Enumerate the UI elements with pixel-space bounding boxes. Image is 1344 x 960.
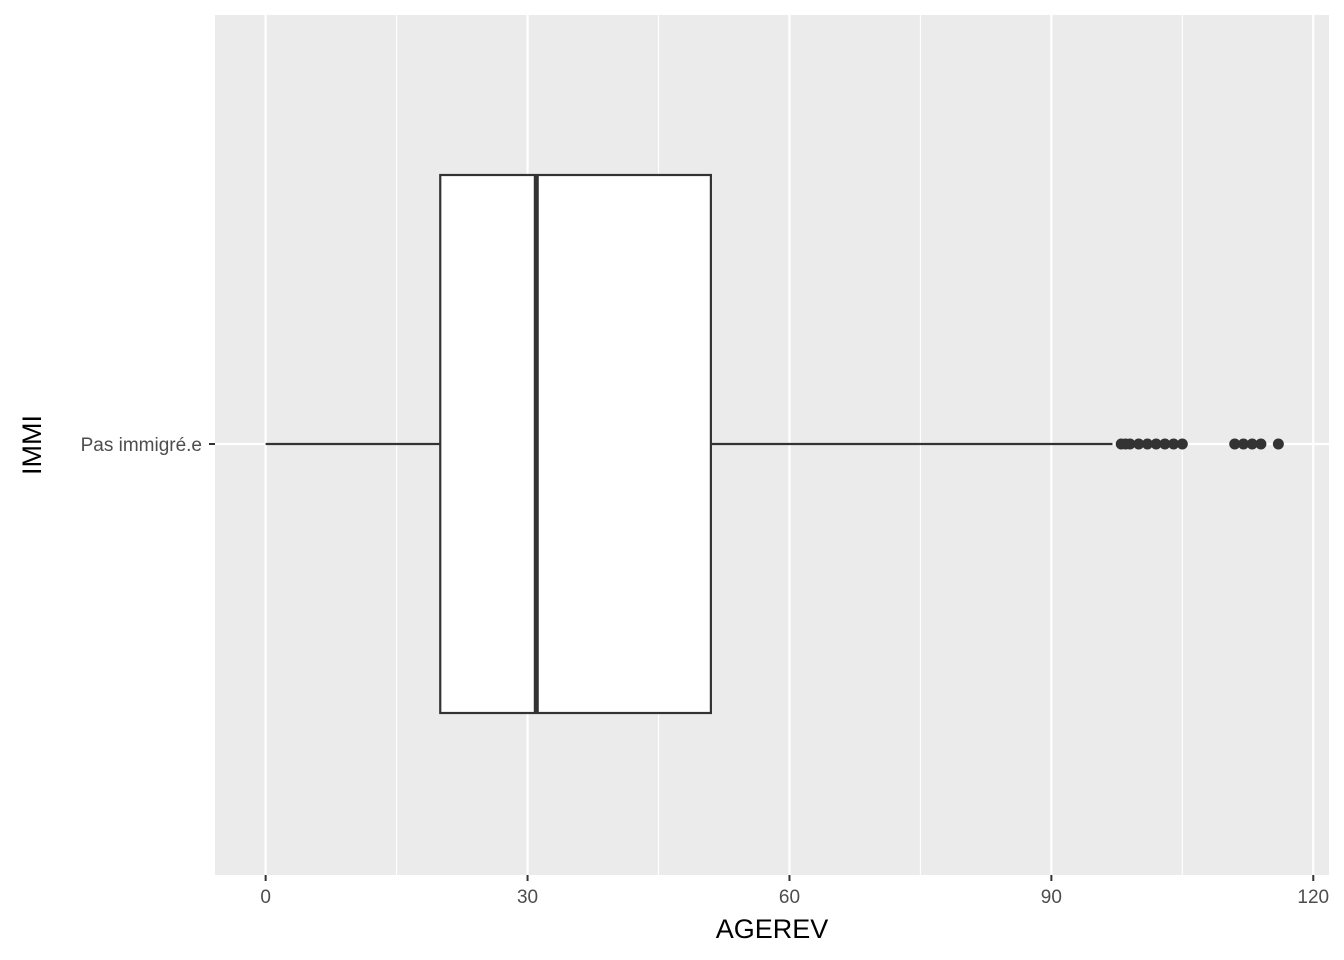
outlier-point [1237,438,1249,450]
outlier-point [1176,438,1188,450]
y-axis-title: IMMI [17,415,47,475]
x-tick-label: 30 [517,887,538,908]
y-axis: Pas immigré.e [81,435,215,456]
outlier-point [1159,438,1171,450]
outlier-point [1150,438,1162,450]
x-tick-label: 60 [779,887,800,908]
outlier-point [1133,438,1145,450]
x-axis-title: AGEREV [716,914,829,944]
outlier-point [1124,438,1136,450]
outlier-point [1246,438,1258,450]
outlier-point [1168,438,1180,450]
box-iqr [439,173,712,715]
x-tick-label: 120 [1297,887,1329,908]
outlier-point [1255,438,1267,450]
x-tick-label: 0 [260,887,271,908]
x-tick-label: 90 [1041,887,1062,908]
outlier-point [1229,438,1241,450]
x-axis: 0 30 60 90 120 [260,875,1329,908]
y-tick-label: Pas immigré.e [81,435,202,456]
outlier-point [1141,438,1153,450]
box-marks [265,173,1284,715]
outlier-point [1272,438,1284,450]
